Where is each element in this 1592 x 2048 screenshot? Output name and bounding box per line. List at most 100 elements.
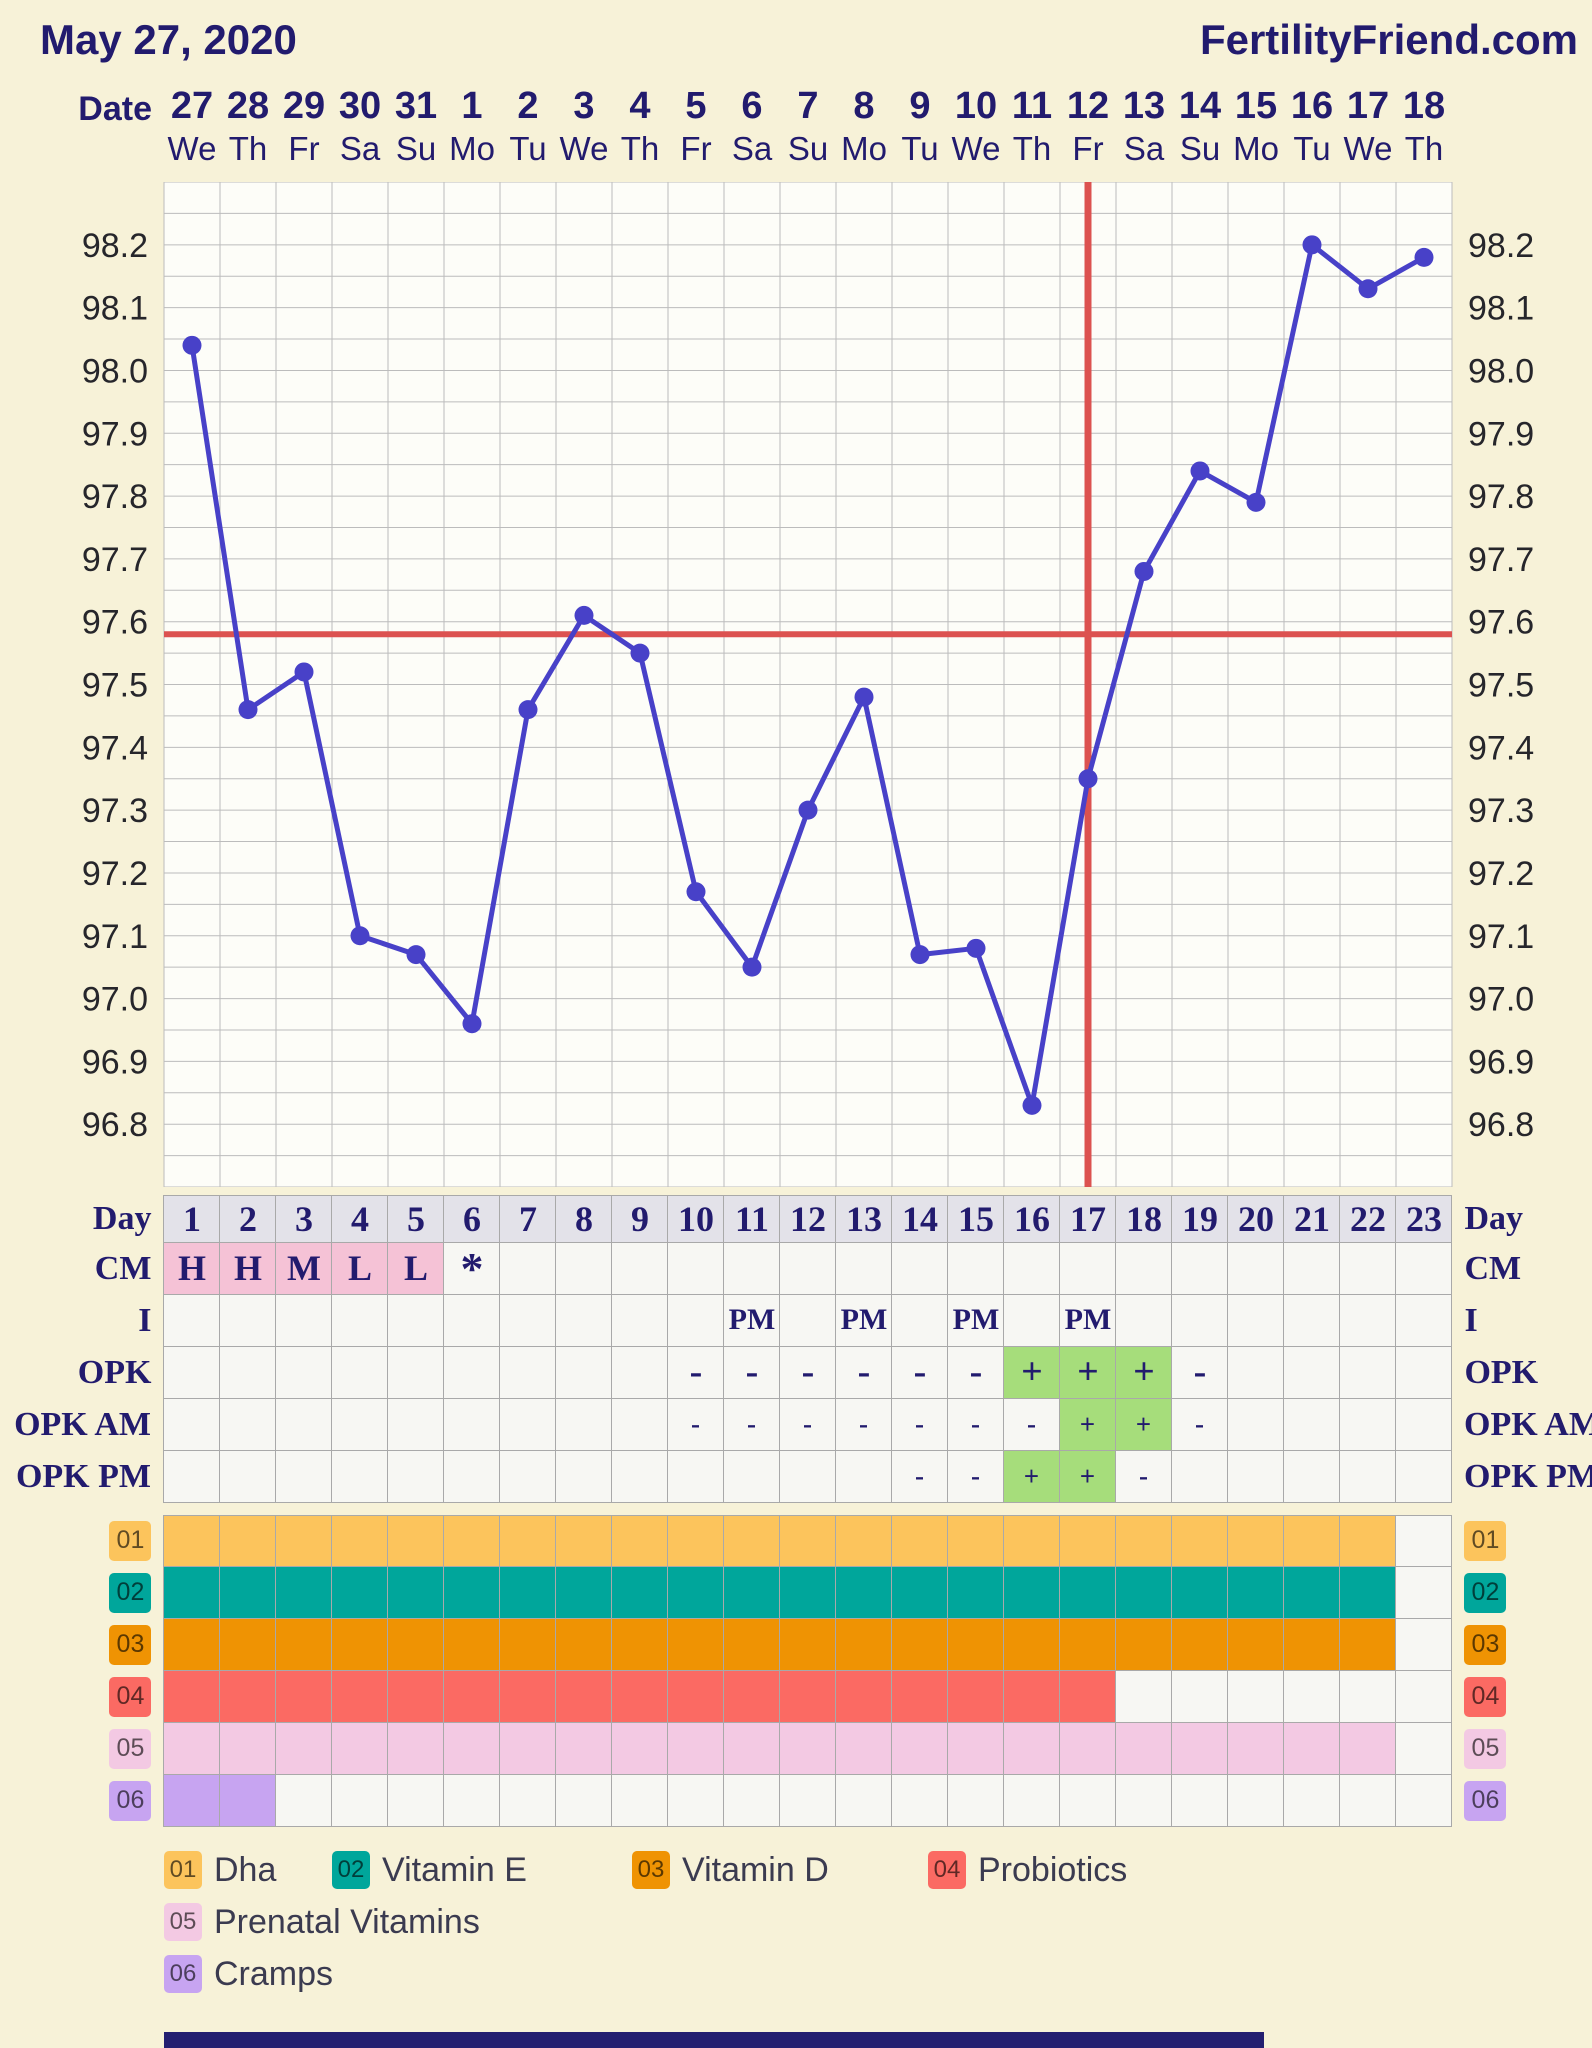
- day-cell-day-20[interactable]: 20: [1228, 1195, 1285, 1243]
- cm-cell-day-11: [724, 1242, 781, 1295]
- day-cell-day-12[interactable]: 12: [780, 1195, 837, 1243]
- med-03-cell-day-13: [836, 1618, 893, 1671]
- y-axis-label-left: 97.1: [82, 918, 148, 956]
- day-cell-day-11[interactable]: 11: [724, 1195, 781, 1243]
- y-axis-label-left: 98.2: [82, 227, 148, 265]
- temp-point-day-18[interactable]: [1134, 561, 1154, 581]
- med-01-cell-day-2: [220, 1515, 277, 1567]
- y-axis-label-right: 98.0: [1468, 352, 1534, 390]
- temp-point-day-16[interactable]: [1022, 1095, 1042, 1115]
- med-05-cell-day-22: [1340, 1722, 1397, 1775]
- day-cell-day-8[interactable]: 8: [556, 1195, 613, 1243]
- y-axis-label-right: 97.9: [1468, 415, 1534, 453]
- opk-am-cell-day-6: [444, 1398, 500, 1451]
- med-02-cell-day-1: [164, 1566, 221, 1619]
- date-weekday: Su: [787, 129, 829, 167]
- med-02-cell-day-12: [780, 1566, 837, 1619]
- med-02-cell-day-11: [724, 1566, 781, 1619]
- med-03-cell-day-23: [1396, 1618, 1453, 1671]
- day-cell-day-10[interactable]: 10: [668, 1195, 725, 1243]
- day-cell-day-3[interactable]: 3: [276, 1195, 333, 1243]
- y-axis-label-left: 98.1: [82, 289, 148, 327]
- temp-point-day-23[interactable]: [1414, 247, 1434, 267]
- temp-point-day-11[interactable]: [742, 957, 762, 977]
- day-cell-day-7[interactable]: 7: [500, 1195, 557, 1243]
- day-cell-day-17[interactable]: 17: [1060, 1195, 1117, 1243]
- y-axis-label-right: 97.3: [1468, 792, 1534, 830]
- med-gutter-left: 01: [0, 1515, 163, 1567]
- med-06-cell-day-23: [1396, 1774, 1453, 1827]
- med-06-cell-day-5: [388, 1774, 445, 1827]
- opk-cell-day-13: -: [836, 1346, 893, 1399]
- chart-date: May 27, 2020: [40, 16, 297, 63]
- med-03-cell-day-4: [332, 1618, 389, 1671]
- y-axis-label-right: 97.0: [1468, 980, 1534, 1018]
- day-cell-day-2[interactable]: 2: [220, 1195, 277, 1243]
- cm-cell-day-22: [1340, 1242, 1397, 1295]
- temp-point-day-19[interactable]: [1190, 461, 1210, 481]
- temp-point-day-9[interactable]: [630, 643, 650, 663]
- date-number: 2: [517, 85, 539, 127]
- date-number: 7: [797, 85, 819, 127]
- fertilityfriend-logo[interactable]: FertilityFriend.com: [1199, 16, 1578, 63]
- med-04-cell-day-19: [1172, 1670, 1229, 1723]
- temp-point-day-20[interactable]: [1246, 492, 1266, 512]
- day-cell-day-9[interactable]: 9: [612, 1195, 669, 1243]
- day-cell-day-21[interactable]: 21: [1284, 1195, 1341, 1243]
- temp-point-day-12[interactable]: [798, 800, 818, 820]
- date-column: 4 Th: [612, 85, 668, 168]
- i-cell-day-18: [1116, 1294, 1173, 1347]
- medication-badge-05-right: 05: [1464, 1728, 1507, 1769]
- date-weekday: We: [951, 129, 1001, 167]
- cm-cell-day-18: [1116, 1242, 1173, 1295]
- med-03-cell-day-10: [668, 1618, 725, 1671]
- opk-pm-cell-day-16: +: [1004, 1450, 1060, 1503]
- temp-point-day-2[interactable]: [238, 699, 258, 719]
- temp-point-day-17[interactable]: [1078, 769, 1098, 789]
- day-cell-day-1[interactable]: 1: [164, 1195, 221, 1243]
- opk-cell-day-1: [164, 1346, 221, 1399]
- temp-point-day-1[interactable]: [182, 335, 202, 355]
- med-04-cell-day-4: [332, 1670, 389, 1723]
- day-cell-day-14[interactable]: 14: [892, 1195, 949, 1243]
- day-cell-day-19[interactable]: 19: [1172, 1195, 1229, 1243]
- temp-point-day-6[interactable]: [462, 1013, 482, 1033]
- day-cell-day-18[interactable]: 18: [1116, 1195, 1173, 1243]
- y-axis-label-left: 97.8: [82, 478, 148, 516]
- day-cell-day-15[interactable]: 15: [948, 1195, 1005, 1243]
- day-cell-day-22[interactable]: 22: [1340, 1195, 1397, 1243]
- day-cell-day-4[interactable]: 4: [332, 1195, 389, 1243]
- row-label-opk-right: OPK: [1464, 1353, 1539, 1391]
- i-cell-day-7: [500, 1294, 557, 1347]
- temp-point-day-5[interactable]: [406, 944, 426, 964]
- med-05-cell-day-23: [1396, 1722, 1453, 1775]
- day-cell-day-13[interactable]: 13: [836, 1195, 893, 1243]
- temp-point-day-10[interactable]: [686, 882, 706, 902]
- i-cell-day-22: [1340, 1294, 1397, 1347]
- temp-point-day-3[interactable]: [294, 662, 314, 682]
- day-cell-day-23[interactable]: 23: [1396, 1195, 1453, 1243]
- row-gutter-left: I: [0, 1295, 163, 1347]
- legend-item-05: 05 Prenatal Vitamins: [164, 1903, 480, 1942]
- temp-point-day-8[interactable]: [574, 605, 594, 625]
- med-01-cell-day-21: [1284, 1515, 1341, 1567]
- med-05-cell-day-4: [332, 1722, 389, 1775]
- day-cell-day-16[interactable]: 16: [1004, 1195, 1061, 1243]
- day-cell-day-5[interactable]: 5: [388, 1195, 445, 1243]
- temp-point-day-14[interactable]: [910, 944, 930, 964]
- day-cell-day-6[interactable]: 6: [444, 1195, 501, 1243]
- temp-point-day-22[interactable]: [1358, 279, 1378, 299]
- temp-point-day-21[interactable]: [1302, 235, 1322, 255]
- temp-point-day-7[interactable]: [518, 699, 538, 719]
- medication-badge-02-right: 02: [1464, 1572, 1507, 1613]
- y-axis-label-right: 98.2: [1468, 227, 1534, 265]
- med-01-cell-day-1: [164, 1515, 221, 1567]
- temp-point-day-15[interactable]: [966, 938, 986, 958]
- med-02-cell-day-8: [556, 1566, 613, 1619]
- temp-point-day-4[interactable]: [350, 926, 370, 946]
- temp-point-day-13[interactable]: [854, 687, 874, 707]
- med-05-cell-day-14: [892, 1722, 949, 1775]
- med-03-cell-day-20: [1228, 1618, 1285, 1671]
- y-axis-label-left: 97.3: [82, 792, 148, 830]
